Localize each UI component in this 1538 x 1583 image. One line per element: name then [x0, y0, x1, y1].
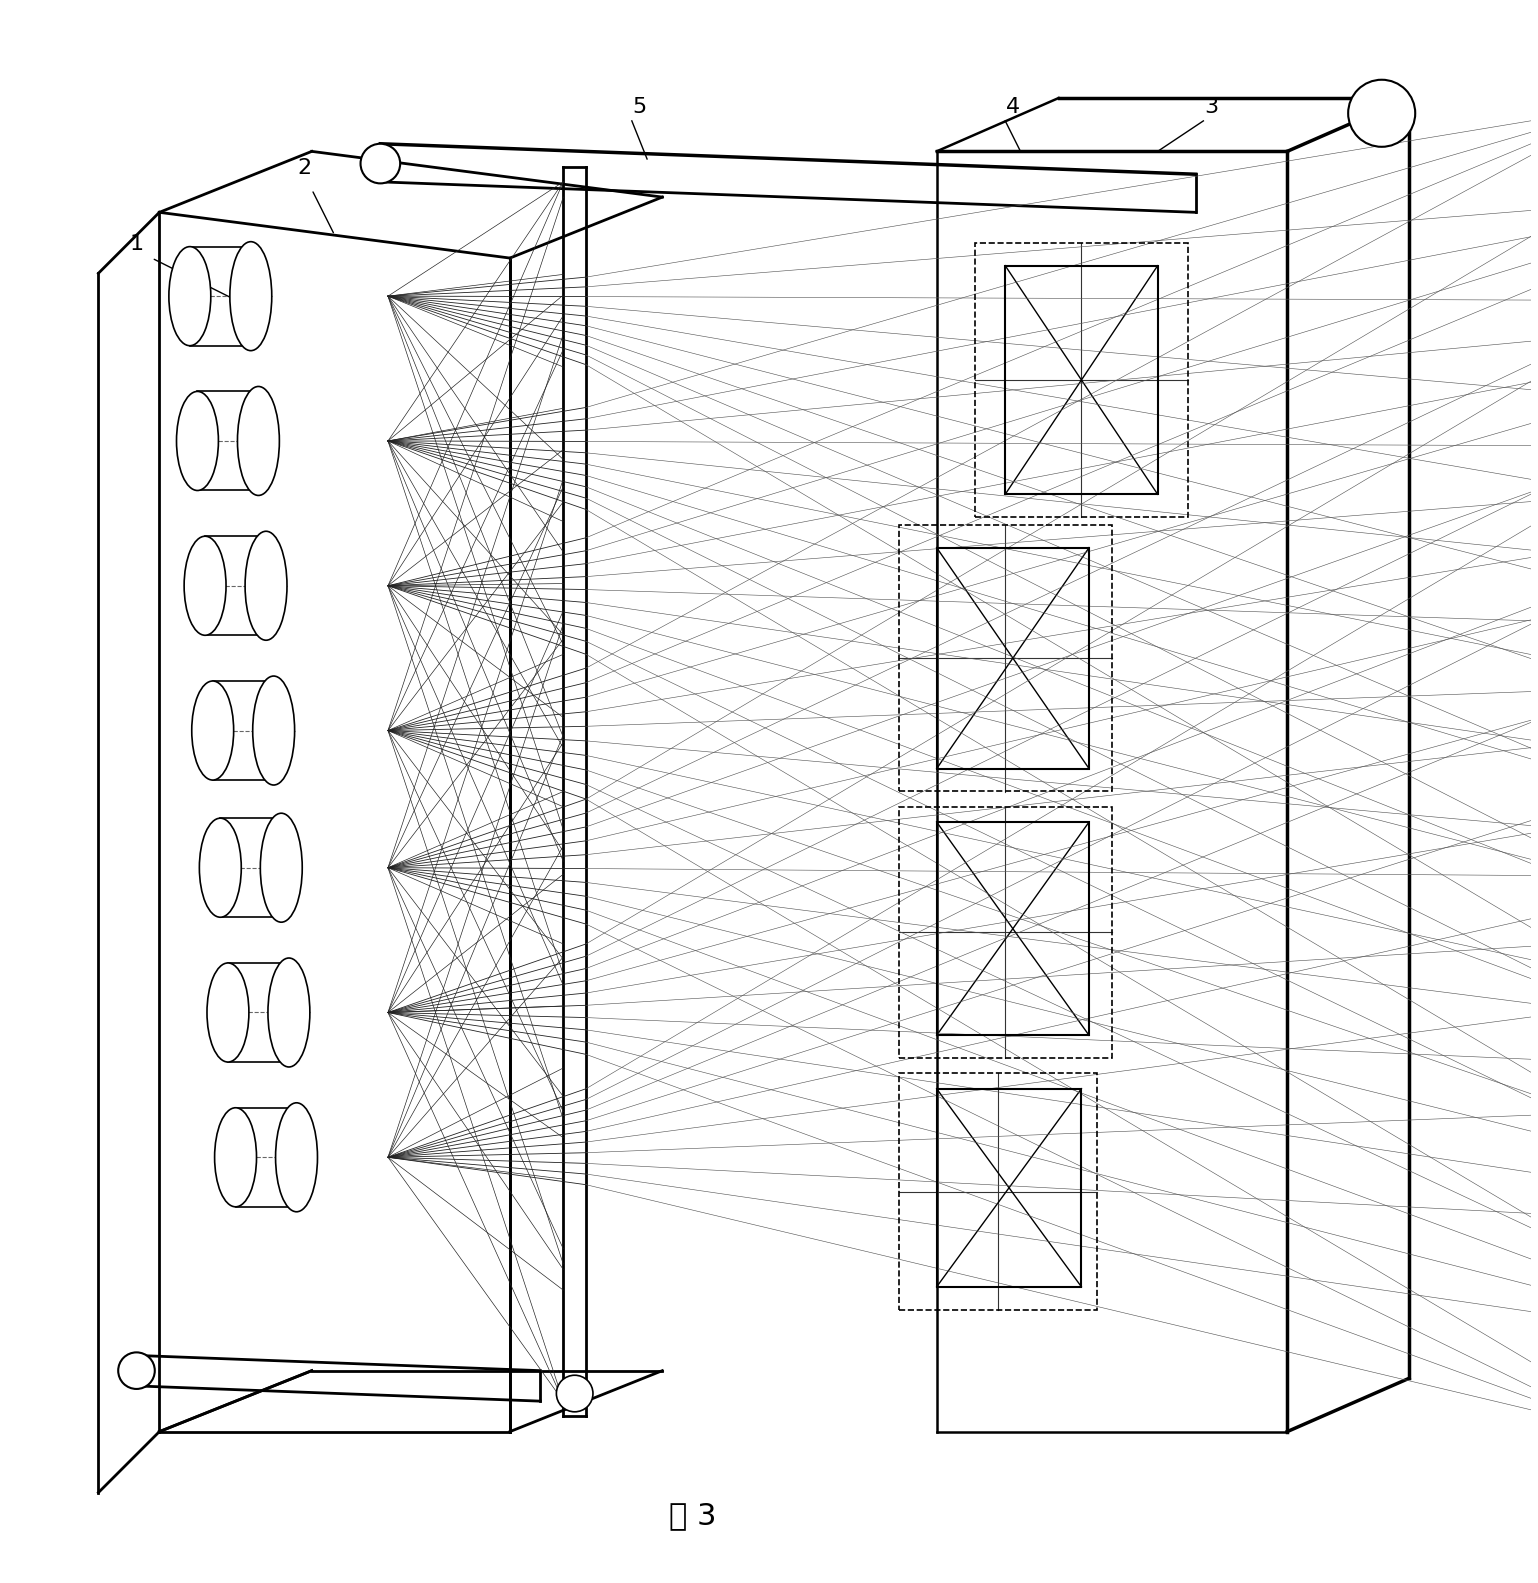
Text: 4: 4	[1006, 97, 1020, 117]
Ellipse shape	[237, 386, 280, 495]
Bar	[937, 822, 1089, 1035]
Bar	[937, 548, 1089, 769]
Ellipse shape	[252, 676, 295, 785]
Circle shape	[1349, 79, 1415, 147]
Ellipse shape	[215, 1108, 257, 1206]
Bar	[898, 526, 1112, 792]
Bar	[898, 807, 1112, 1057]
Text: 图 3: 图 3	[669, 1501, 717, 1529]
Text: 2: 2	[297, 158, 311, 179]
Ellipse shape	[229, 242, 272, 351]
Circle shape	[118, 1352, 155, 1388]
Ellipse shape	[245, 532, 288, 640]
Circle shape	[557, 1376, 594, 1412]
Ellipse shape	[268, 958, 309, 1067]
Bar	[898, 1073, 1097, 1309]
Circle shape	[360, 144, 400, 184]
Ellipse shape	[185, 537, 226, 635]
Bar	[1006, 266, 1158, 494]
Ellipse shape	[208, 962, 249, 1062]
Bar	[975, 242, 1189, 518]
Ellipse shape	[177, 391, 218, 491]
Ellipse shape	[275, 1103, 317, 1211]
Text: 5: 5	[632, 97, 646, 117]
Ellipse shape	[169, 247, 211, 345]
Ellipse shape	[200, 818, 241, 917]
Text: 3: 3	[1204, 97, 1218, 117]
Bar	[937, 1089, 1081, 1287]
Ellipse shape	[192, 681, 234, 780]
Ellipse shape	[260, 814, 303, 923]
Text: 1: 1	[129, 234, 143, 255]
